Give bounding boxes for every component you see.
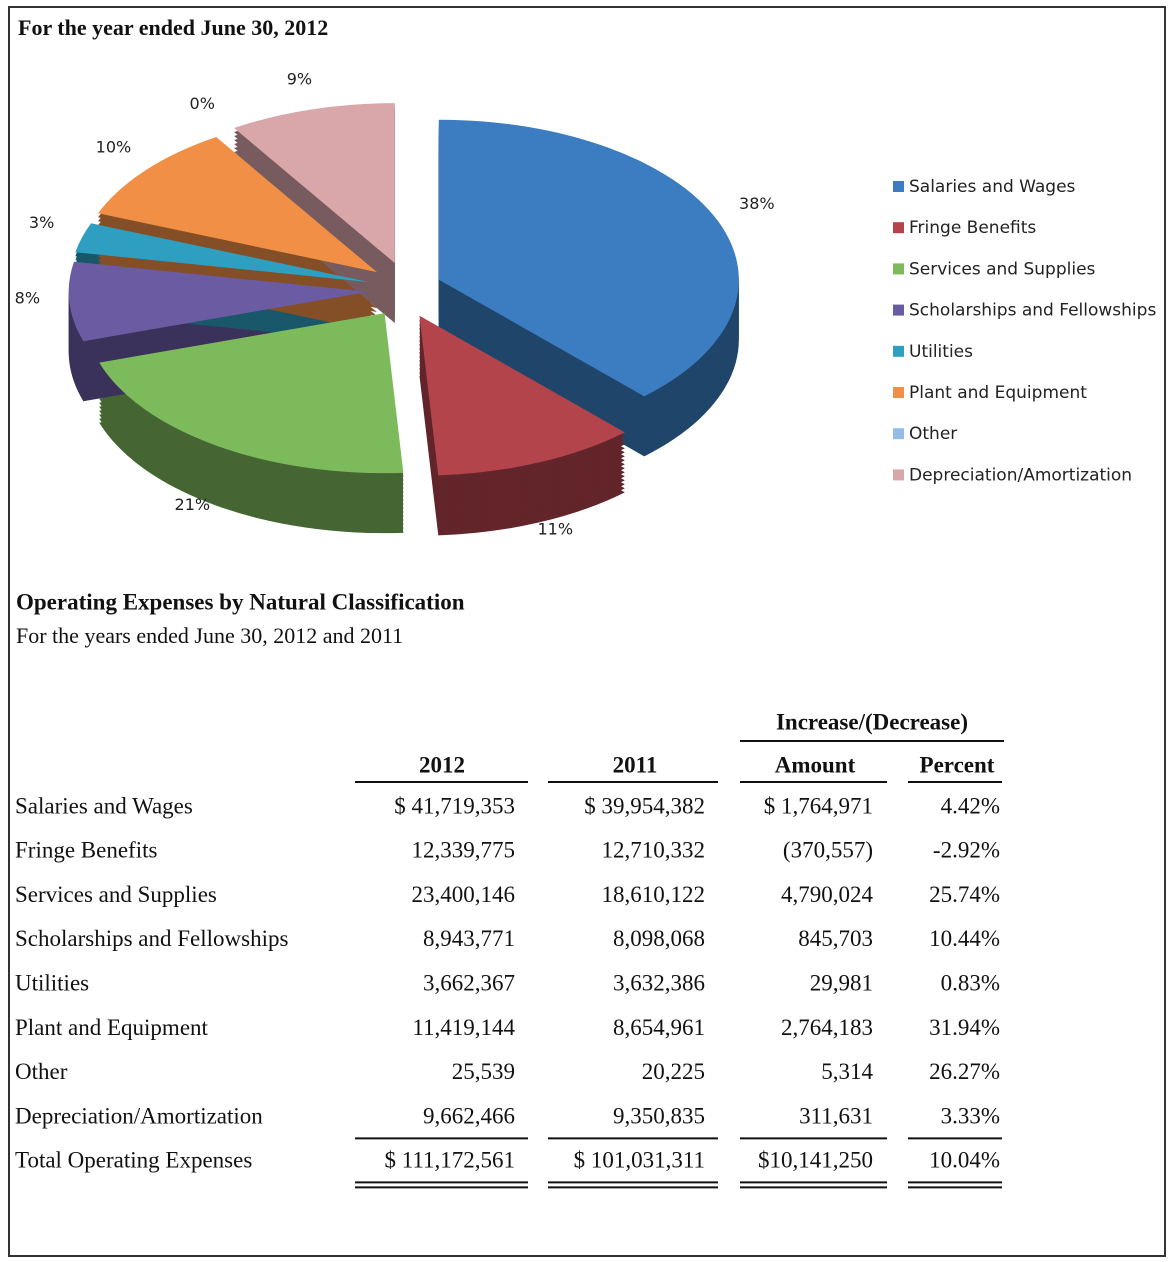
row-label: Fringe Benefits <box>15 838 157 863</box>
cell: $ 111,172,561 <box>384 1148 515 1173</box>
row-label: Utilities <box>15 970 89 995</box>
legend-swatch <box>893 345 904 357</box>
legend-label: Scholarships and Fellowships <box>909 301 1156 321</box>
cell: 4,790,024 <box>781 882 874 907</box>
data-label: 8% <box>15 288 40 307</box>
legend-label: Other <box>909 424 957 444</box>
column-header: 2011 <box>613 752 658 777</box>
row-label: Plant and Equipment <box>15 1015 209 1040</box>
cell: $10,141,250 <box>758 1148 873 1173</box>
frame <box>8 6 1166 1257</box>
data-label: 21% <box>175 495 211 514</box>
slice <box>224 131 386 267</box>
cell: 12,710,332 <box>602 838 706 863</box>
cell: 8,943,771 <box>423 926 515 951</box>
cell: 9,350,835 <box>613 1103 705 1128</box>
data-label: 10% <box>96 137 132 156</box>
legend-label: Services and Supplies <box>909 259 1096 279</box>
cell: 25.74% <box>929 882 1000 907</box>
legend-label: Salaries and Wages <box>909 177 1076 197</box>
slice <box>438 119 739 397</box>
cell: 11,419,144 <box>412 1015 515 1040</box>
cell: 26.27% <box>929 1059 1000 1084</box>
cell: 8,098,068 <box>613 926 705 951</box>
slice <box>419 315 625 476</box>
table-title: Operating Expenses by Natural Classifica… <box>16 589 465 614</box>
cell: 0.83% <box>941 970 1000 995</box>
slice <box>99 313 404 474</box>
cell: (370,557) <box>783 838 873 863</box>
column-header: Amount <box>775 752 856 777</box>
legend-swatch <box>893 387 904 398</box>
legend-label: Utilities <box>909 342 973 362</box>
cell: 10.04% <box>929 1148 1000 1173</box>
row-label: Total Operating Expenses <box>15 1148 252 1173</box>
cell: 845,703 <box>798 926 873 951</box>
cell: 20,225 <box>642 1059 705 1084</box>
table-subtitle: For the years ended June 30, 2012 and 20… <box>16 623 403 648</box>
cell: 23,400,146 <box>412 882 516 907</box>
legend-swatch <box>893 181 904 192</box>
slice <box>75 223 371 283</box>
cell: $ 39,954,382 <box>584 793 705 818</box>
legend-label: Plant and Equipment <box>909 383 1087 403</box>
column-header: Percent <box>920 752 995 777</box>
cell: 31.94% <box>929 1015 1000 1040</box>
data-label: 3% <box>29 213 54 232</box>
row-label: Services and Supplies <box>15 882 217 907</box>
cell: 9,662,466 <box>423 1103 515 1128</box>
legend-label: Fringe Benefits <box>909 218 1036 238</box>
legend-swatch <box>893 304 904 316</box>
cell: 4.42% <box>941 793 1000 818</box>
legend-swatch <box>893 469 904 481</box>
cell: 3,632,386 <box>613 970 705 995</box>
data-label: 9% <box>287 69 312 88</box>
cell: 10.44% <box>929 926 1000 951</box>
cell: $ 101,031,311 <box>574 1148 705 1173</box>
data-label: 0% <box>190 94 215 113</box>
row-label: Salaries and Wages <box>15 793 193 818</box>
slice <box>98 137 377 273</box>
cell: 25,539 <box>452 1059 515 1084</box>
cell: 29,981 <box>810 970 873 995</box>
cell: 2,764,183 <box>781 1015 873 1040</box>
cell: 18,610,122 <box>602 882 706 907</box>
row-label: Depreciation/Amortization <box>15 1103 263 1128</box>
slice <box>68 261 369 342</box>
chart-title: For the year ended June 30, 2012 <box>18 15 328 40</box>
cell: $ 1,764,971 <box>764 793 873 818</box>
group-header: Increase/(Decrease) <box>776 709 968 734</box>
data-label: 38% <box>739 194 775 213</box>
row-label: Scholarships and Fellowships <box>15 926 288 951</box>
row-label: Other <box>15 1059 68 1084</box>
legend-swatch <box>893 222 904 234</box>
cell: 3,662,367 <box>423 970 515 995</box>
cell: 8,654,961 <box>613 1015 705 1040</box>
column-header: 2012 <box>419 752 465 777</box>
legend-swatch <box>893 263 904 275</box>
cell: 12,339,775 <box>412 838 516 863</box>
cell: $ 41,719,353 <box>394 793 515 818</box>
cell: 3.33% <box>941 1103 1000 1128</box>
legend-swatch <box>893 428 904 440</box>
cell: 311,631 <box>799 1103 873 1128</box>
cell: -2.92% <box>933 838 1000 863</box>
cell: 5,314 <box>821 1059 873 1084</box>
data-label: 11% <box>537 520 573 539</box>
slice <box>234 103 395 264</box>
legend-label: Depreciation/Amortization <box>909 465 1132 485</box>
